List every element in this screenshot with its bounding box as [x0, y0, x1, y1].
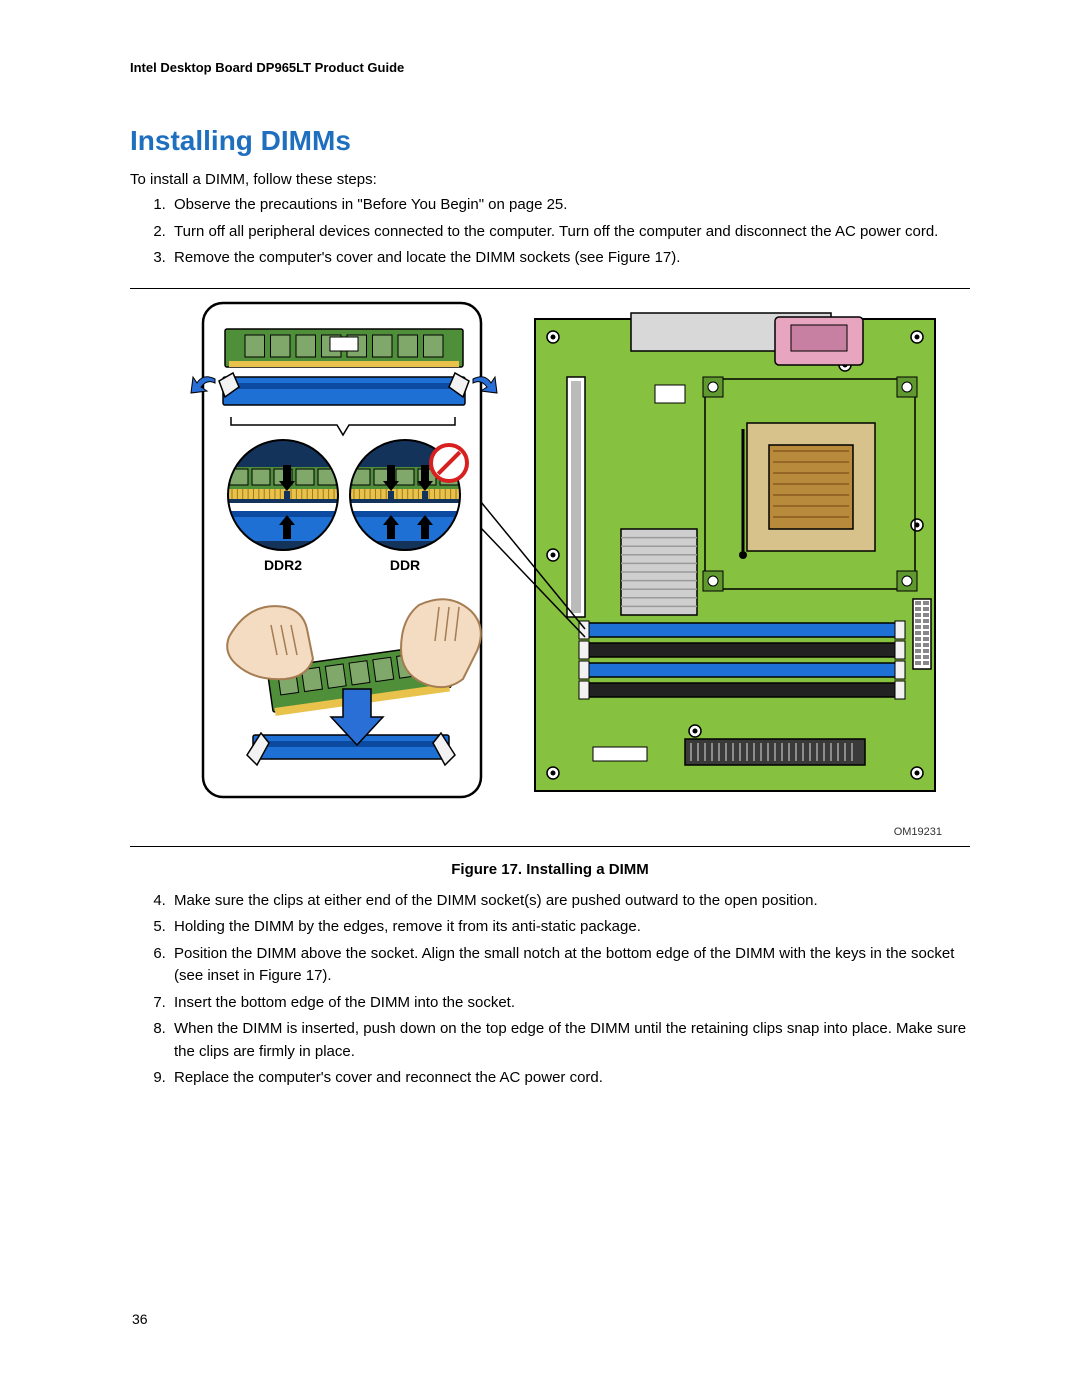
- doc-header: Intel Desktop Board DP965LT Product Guid…: [130, 60, 970, 75]
- figure-diagram: DDR2 DDR: [155, 299, 945, 817]
- steps-list-bottom: Make sure the clips at either end of the…: [130, 890, 970, 1090]
- step-item: Observe the precautions in "Before You B…: [170, 194, 970, 217]
- intro-text: To install a DIMM, follow these steps:: [130, 171, 970, 188]
- step-item: When the DIMM is inserted, push down on …: [170, 1018, 970, 1063]
- figure-caption: Figure 17. Installing a DIMM: [130, 861, 970, 878]
- step-item: Remove the computer's cover and locate t…: [170, 247, 970, 270]
- step-item: Insert the bottom edge of the DIMM into …: [170, 992, 970, 1015]
- step-item: Turn off all peripheral devices connecte…: [170, 221, 970, 244]
- step-item: Holding the DIMM by the edges, remove it…: [170, 916, 970, 939]
- step-item: Position the DIMM above the socket. Alig…: [170, 943, 970, 988]
- page-number: 36: [132, 1311, 148, 1327]
- figure-wrap: DDR2 DDR OM19231: [130, 299, 970, 838]
- section-title: Installing DIMMs: [130, 125, 970, 157]
- rule-bottom: [130, 846, 970, 847]
- om-number: OM19231: [130, 826, 970, 838]
- step-item: Make sure the clips at either end of the…: [170, 890, 970, 913]
- svg-text:DDR2: DDR2: [264, 557, 302, 573]
- svg-text:DDR: DDR: [390, 557, 420, 573]
- steps-list-top: Observe the precautions in "Before You B…: [130, 194, 970, 270]
- step-item: Replace the computer's cover and reconne…: [170, 1067, 970, 1090]
- rule-top: [130, 288, 970, 289]
